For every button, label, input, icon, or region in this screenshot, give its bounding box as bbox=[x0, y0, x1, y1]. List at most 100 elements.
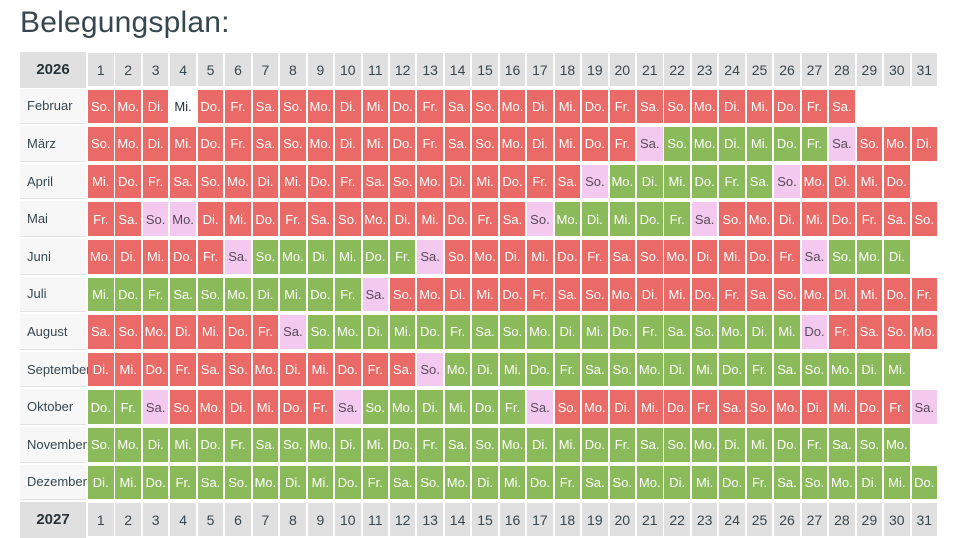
day-cell-booked[interactable]: Di. bbox=[252, 164, 279, 199]
day-cell-free[interactable]: Di. bbox=[856, 465, 883, 500]
day-cell-free[interactable]: Mo. bbox=[609, 164, 636, 199]
day-cell-booked[interactable]: Sa. bbox=[252, 89, 279, 124]
day-cell-booked[interactable]: So. bbox=[719, 202, 745, 236]
day-cell-free[interactable]: So. bbox=[691, 315, 718, 349]
day-cell-booked[interactable]: Sa. bbox=[554, 277, 581, 312]
day-cell-free[interactable]: Mo. bbox=[691, 428, 718, 462]
day-cell-free[interactable]: Do. bbox=[417, 315, 443, 349]
day-cell-free[interactable]: Sa. bbox=[444, 428, 471, 462]
day-cell-booked[interactable]: Do. bbox=[142, 352, 169, 387]
day-cell-free[interactable]: Mo. bbox=[527, 315, 553, 349]
day-cell-booked[interactable]: So. bbox=[389, 277, 416, 312]
day-cell-booked[interactable]: Fr. bbox=[911, 277, 937, 312]
day-cell-booked[interactable]: Do. bbox=[444, 202, 471, 236]
day-cell-booked[interactable]: Do. bbox=[499, 164, 526, 199]
day-cell-free[interactable]: So. bbox=[609, 465, 636, 500]
day-cell-free[interactable]: Fr. bbox=[801, 428, 828, 462]
day-cell-free[interactable]: Mi. bbox=[499, 465, 526, 500]
day-cell-booked[interactable]: Fr. bbox=[801, 89, 828, 124]
day-cell-booked[interactable]: Fr. bbox=[142, 164, 169, 199]
day-cell-free[interactable]: Fr. bbox=[554, 352, 581, 387]
day-cell-free[interactable]: Mo. bbox=[691, 127, 718, 161]
day-cell-changeover[interactable]: Sa. bbox=[527, 390, 553, 424]
day-cell-booked[interactable]: Mi. bbox=[362, 127, 388, 161]
day-cell-free[interactable]: Do. bbox=[527, 465, 553, 500]
day-cell-booked[interactable]: Mi. bbox=[115, 352, 141, 387]
day-cell-free[interactable]: Fr. bbox=[664, 202, 690, 236]
day-cell-booked[interactable]: Do. bbox=[170, 240, 196, 274]
day-cell-changeover[interactable]: Sa. bbox=[911, 390, 937, 424]
day-cell-booked[interactable]: Di. bbox=[444, 277, 471, 312]
day-cell-booked[interactable]: Fr. bbox=[225, 89, 251, 124]
day-cell-booked[interactable]: Mi. bbox=[856, 164, 883, 199]
day-cell-changeover[interactable]: Sa. bbox=[637, 127, 663, 161]
day-cell-booked[interactable]: Do. bbox=[389, 89, 416, 124]
day-cell-booked[interactable]: Fr. bbox=[527, 277, 553, 312]
day-cell-booked[interactable]: So. bbox=[170, 390, 196, 424]
day-cell-booked[interactable]: Fr. bbox=[197, 240, 224, 274]
day-cell-booked[interactable]: Do. bbox=[252, 202, 279, 236]
day-cell-free[interactable]: So. bbox=[225, 465, 251, 500]
day-cell-free[interactable]: Mo. bbox=[637, 465, 663, 500]
day-cell-booked[interactable]: Mi. bbox=[197, 315, 224, 349]
day-cell-free[interactable]: Mi. bbox=[280, 277, 306, 312]
day-cell-free[interactable]: Di. bbox=[719, 127, 745, 161]
day-cell-booked[interactable]: Mi. bbox=[142, 240, 169, 274]
day-cell-free[interactable]: Do. bbox=[774, 127, 800, 161]
day-cell-booked[interactable]: Fr. bbox=[472, 202, 498, 236]
day-cell-free[interactable]: Sa. bbox=[829, 428, 855, 462]
day-cell-booked[interactable]: Do. bbox=[691, 277, 718, 312]
day-cell-booked[interactable]: Mi. bbox=[664, 277, 690, 312]
day-cell-booked[interactable]: Do. bbox=[389, 127, 416, 161]
day-cell-free[interactable]: Mi. bbox=[664, 164, 690, 199]
day-cell-changeover[interactable]: So. bbox=[417, 352, 443, 387]
day-cell-booked[interactable]: Mo. bbox=[801, 277, 828, 312]
day-cell-free[interactable]: Sa. bbox=[582, 465, 608, 500]
day-cell-free[interactable]: Mo. bbox=[444, 465, 471, 500]
day-cell-booked[interactable]: So. bbox=[280, 127, 306, 161]
day-cell-free[interactable]: Sa. bbox=[637, 428, 663, 462]
day-cell-free[interactable]: So. bbox=[499, 315, 526, 349]
day-cell-free[interactable]: Mi. bbox=[884, 352, 910, 387]
day-cell-booked[interactable]: Sa. bbox=[609, 240, 636, 274]
day-cell-booked[interactable]: Mo. bbox=[774, 390, 800, 424]
day-cell-free-single[interactable]: Mi. bbox=[170, 89, 196, 124]
day-cell-booked[interactable]: So. bbox=[389, 164, 416, 199]
day-cell-booked[interactable]: So. bbox=[88, 127, 114, 161]
day-cell-booked[interactable]: Fr. bbox=[417, 127, 443, 161]
day-cell-free[interactable]: Sa. bbox=[582, 352, 608, 387]
day-cell-free[interactable]: So. bbox=[829, 240, 855, 274]
day-cell-booked[interactable]: Mo. bbox=[582, 390, 608, 424]
day-cell-booked[interactable]: Mi. bbox=[88, 164, 114, 199]
day-cell-booked[interactable]: Do. bbox=[582, 127, 608, 161]
day-cell-booked[interactable]: Mi. bbox=[801, 202, 828, 236]
day-cell-booked[interactable]: Sa. bbox=[637, 89, 663, 124]
day-cell-booked[interactable]: Do. bbox=[856, 390, 883, 424]
day-cell-booked[interactable]: Do. bbox=[582, 89, 608, 124]
day-cell-free[interactable]: Di. bbox=[637, 164, 663, 199]
day-cell-booked[interactable]: So. bbox=[774, 277, 800, 312]
day-cell-free[interactable]: Fr. bbox=[746, 352, 773, 387]
day-cell-free[interactable]: Mo. bbox=[856, 240, 883, 274]
day-cell-free[interactable]: Mo. bbox=[115, 428, 141, 462]
day-cell-free[interactable]: Di. bbox=[664, 352, 690, 387]
day-cell-booked[interactable]: So. bbox=[444, 240, 471, 274]
day-cell-changeover[interactable]: Sa. bbox=[335, 390, 361, 424]
day-cell-booked[interactable]: Sa. bbox=[499, 202, 526, 236]
day-cell-free[interactable]: Mi. bbox=[389, 315, 416, 349]
day-cell-booked[interactable]: Do. bbox=[225, 315, 251, 349]
day-cell-booked[interactable]: So. bbox=[280, 89, 306, 124]
day-cell-free[interactable]: Sa. bbox=[472, 315, 498, 349]
day-cell-free[interactable]: Do. bbox=[307, 277, 334, 312]
day-cell-booked[interactable]: Di. bbox=[801, 390, 828, 424]
day-cell-changeover[interactable]: Sa. bbox=[691, 202, 718, 236]
day-cell-free[interactable]: Do. bbox=[911, 465, 937, 500]
day-cell-free[interactable]: Fr. bbox=[499, 390, 526, 424]
day-cell-free[interactable]: Sa. bbox=[746, 164, 773, 199]
day-cell-free[interactable]: Mo. bbox=[225, 277, 251, 312]
day-cell-free[interactable]: Mi. bbox=[554, 428, 581, 462]
day-cell-booked[interactable]: Fr. bbox=[252, 315, 279, 349]
day-cell-booked[interactable]: Sa. bbox=[746, 277, 773, 312]
day-cell-booked[interactable]: Do. bbox=[197, 89, 224, 124]
day-cell-booked[interactable]: Di. bbox=[637, 277, 663, 312]
